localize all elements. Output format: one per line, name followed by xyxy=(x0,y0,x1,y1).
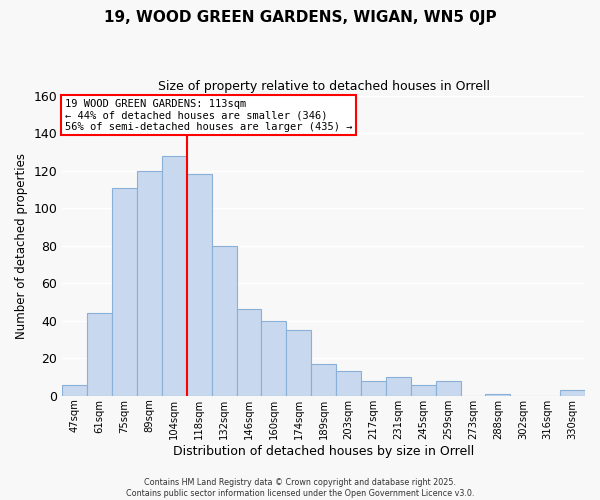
Bar xyxy=(361,381,386,396)
Bar xyxy=(411,384,436,396)
Title: Size of property relative to detached houses in Orrell: Size of property relative to detached ho… xyxy=(158,80,490,93)
Bar xyxy=(311,364,336,396)
X-axis label: Distribution of detached houses by size in Orrell: Distribution of detached houses by size … xyxy=(173,444,474,458)
Bar xyxy=(560,390,585,396)
Bar xyxy=(485,394,511,396)
Text: 19, WOOD GREEN GARDENS, WIGAN, WN5 0JP: 19, WOOD GREEN GARDENS, WIGAN, WN5 0JP xyxy=(104,10,496,25)
Bar xyxy=(336,372,361,396)
Bar xyxy=(87,313,112,396)
Bar xyxy=(286,330,311,396)
Bar xyxy=(187,174,212,396)
Bar xyxy=(262,320,286,396)
Bar xyxy=(236,310,262,396)
Bar xyxy=(212,246,236,396)
Bar xyxy=(112,188,137,396)
Bar xyxy=(62,384,87,396)
Bar xyxy=(137,170,162,396)
Text: 19 WOOD GREEN GARDENS: 113sqm
← 44% of detached houses are smaller (346)
56% of : 19 WOOD GREEN GARDENS: 113sqm ← 44% of d… xyxy=(65,98,352,132)
Bar xyxy=(386,377,411,396)
Bar xyxy=(436,381,461,396)
Bar xyxy=(162,156,187,396)
Y-axis label: Number of detached properties: Number of detached properties xyxy=(15,152,28,338)
Text: Contains HM Land Registry data © Crown copyright and database right 2025.
Contai: Contains HM Land Registry data © Crown c… xyxy=(126,478,474,498)
